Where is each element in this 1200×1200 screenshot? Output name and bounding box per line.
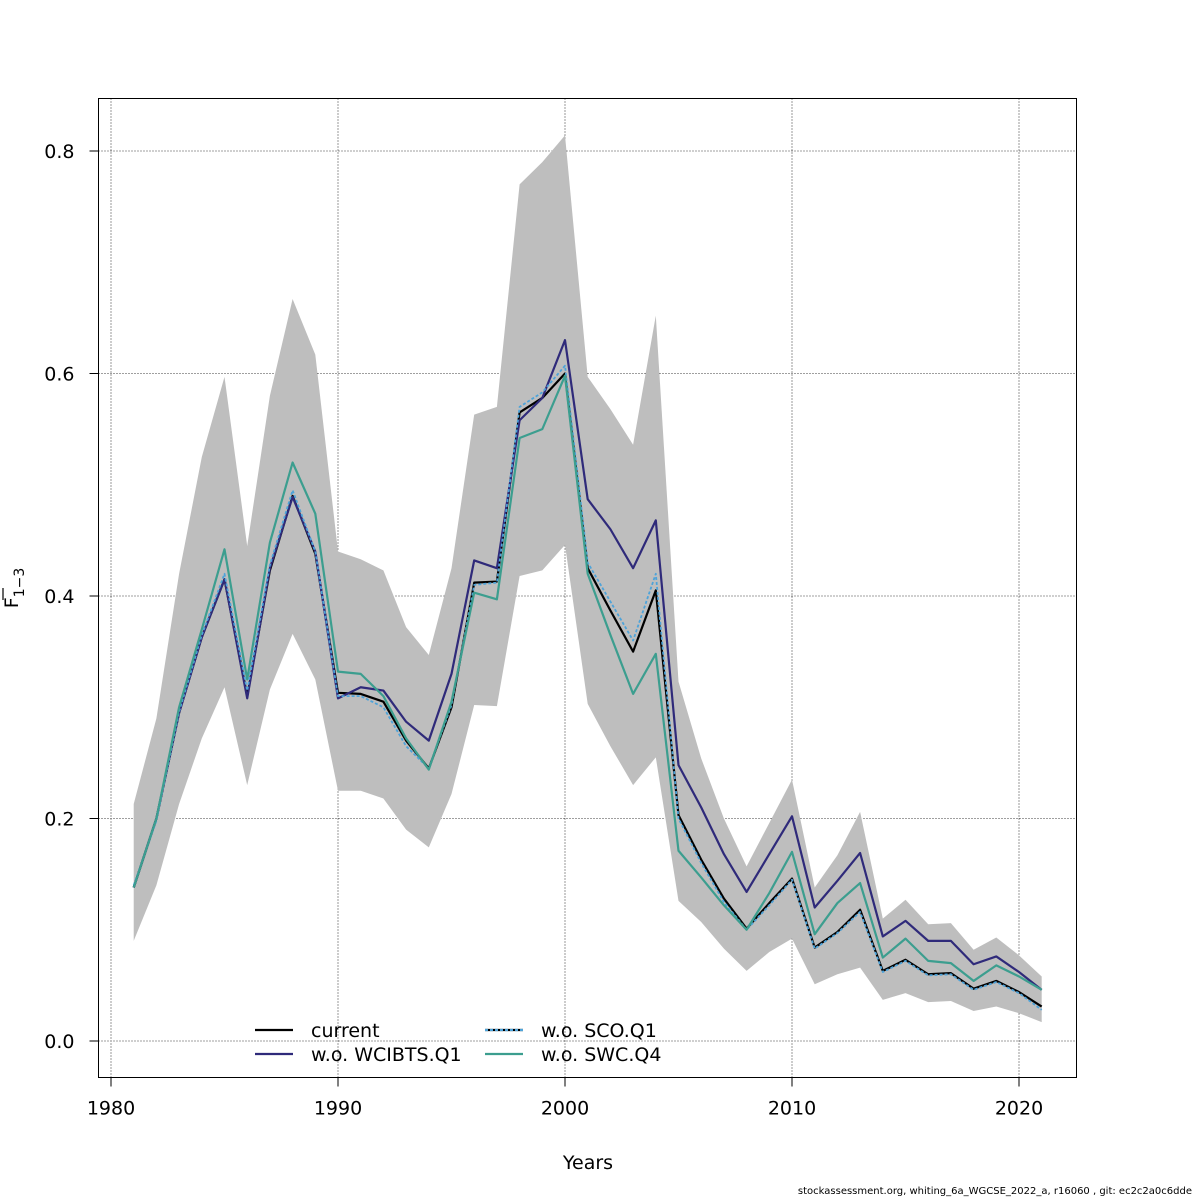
legend-label: w.o. SCO.Q1 (541, 1020, 657, 1042)
x-tick-label: 1990 (314, 1098, 362, 1120)
y-tick-label: 0.0 (44, 1031, 74, 1053)
confidence-band (133, 135, 1042, 1023)
series-line-w-o-swc-q4 (132, 374, 1043, 991)
series-lines (132, 339, 1043, 1011)
y-axis: 0.0 0.2 0.4 0.6 0.8 (44, 141, 99, 1053)
y-tick-label: 0.8 (44, 141, 74, 163)
legend-label: w.o. WCIBTS.Q1 (311, 1044, 462, 1066)
x-tick-label: 1980 (87, 1098, 135, 1120)
x-axis: 1980 1990 2000 2010 2020 (87, 1077, 1043, 1120)
credit-footer: stockassessment.org, whiting_6a_WGCSE_20… (797, 1186, 1192, 1197)
confidence-band-area (133, 135, 1042, 1023)
y-axis-title: F1−3 (1, 568, 28, 608)
y-axis-title-sub: 1−3 (12, 568, 28, 598)
legend-label: current (311, 1020, 380, 1042)
plot-frame (98, 98, 1077, 1078)
x-tick-label: 2020 (995, 1098, 1043, 1120)
x-tick-label: 2010 (768, 1098, 816, 1120)
series-line-w-o-sco-q1 (132, 364, 1043, 1011)
series-line-w-o-wcibts-q1 (132, 339, 1043, 991)
y-axis-title-main: F (1, 597, 23, 608)
legend-label: w.o. SWC.Q4 (541, 1044, 661, 1066)
y-tick-label: 0.4 (44, 586, 74, 608)
svg-text:F1−3: F1−3 (1, 568, 28, 608)
y-tick-label: 0.6 (44, 364, 74, 386)
x-tick-label: 2000 (541, 1098, 589, 1120)
x-axis-title: Years (562, 1152, 613, 1174)
y-tick-label: 0.2 (44, 809, 74, 831)
